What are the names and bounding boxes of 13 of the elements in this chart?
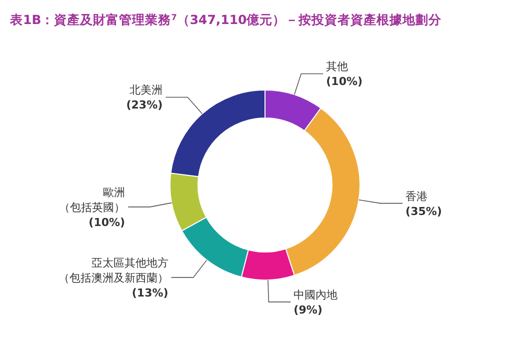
chart-title: 表1B：資產及財富管理業務$^{7}$（347,110億元）－按投資者資產根據地劃分 bbox=[9, 12, 443, 27]
slice-label: 中國內地 bbox=[294, 288, 338, 302]
slice-label: 香港 bbox=[406, 190, 428, 203]
data-label: (35%) bbox=[406, 204, 442, 218]
data-label: (23%) bbox=[126, 98, 163, 112]
data-label: (9%) bbox=[294, 303, 322, 316]
slice-label: 其他 bbox=[326, 60, 348, 74]
slice-label: 亞太區其他地方（包括澳洲及新西蘭） bbox=[58, 256, 168, 284]
data-label: (10%) bbox=[88, 216, 126, 229]
slice-label: 北美洲 bbox=[130, 84, 163, 97]
data-label: (10%) bbox=[326, 75, 363, 88]
data-label: (13%) bbox=[132, 286, 168, 300]
slice-label: 歐洲（包括英國） bbox=[59, 186, 126, 214]
